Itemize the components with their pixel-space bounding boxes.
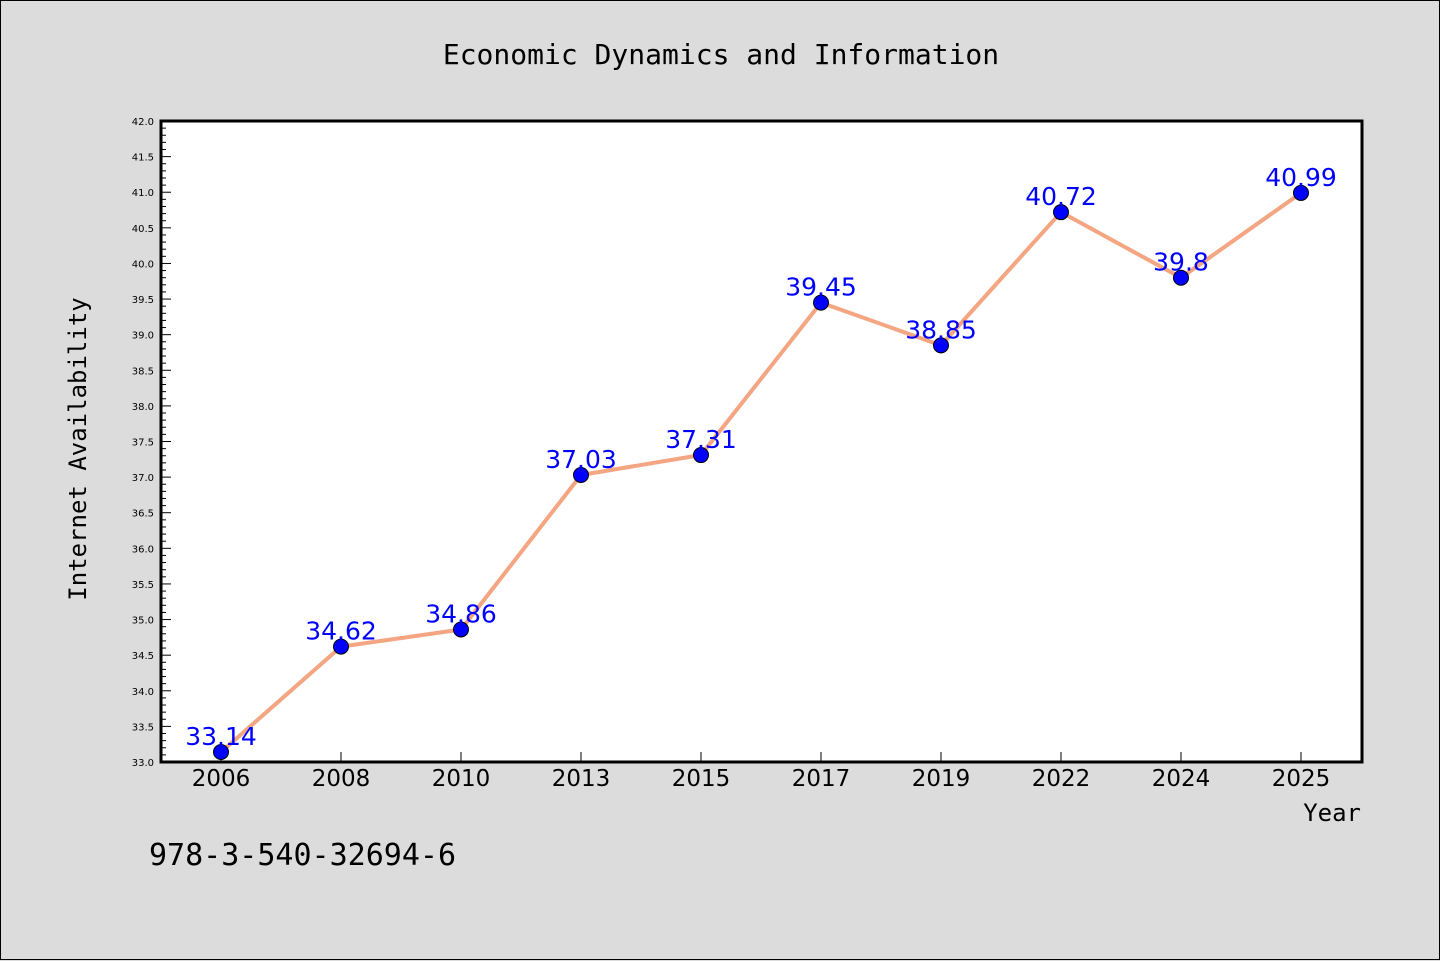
x-tick-label: 2019 [912,766,971,792]
x-tick-label: 2013 [552,766,611,792]
data-label: 37.03 [545,445,617,474]
data-label: 40.99 [1265,163,1337,192]
x-axis-label: Year [1303,799,1361,827]
y-tick-label: 38.5 [132,366,154,377]
data-point [1053,204,1069,221]
data-point [1293,184,1309,201]
y-tick-label: 42.0 [132,117,154,128]
y-axis-label: Internet Availability [64,297,92,600]
data-point [933,337,949,354]
x-tick-label: 2008 [312,766,371,792]
x-axis-ticks: 2006 2008 2010 2013 2015 2017 2019 2022 2024 2025 [192,752,1331,792]
y-axis-ticks: 33.0 33.5 34.0 34.5 35.0 35.5 36.0 36.5 37.0 37.5… [132,117,171,769]
x-tick-label: 2024 [1152,766,1211,792]
x-tick-label: 2010 [432,766,491,792]
y-tick-label: 35.0 [132,616,154,627]
data-label: 39.8 [1153,248,1209,277]
x-tick-label: 2006 [192,766,251,792]
data-label: 37.31 [665,425,737,454]
data-label: 34.86 [425,600,497,629]
y-tick-label: 41.5 [132,153,154,164]
data-point [813,294,829,311]
x-tick-label: 2017 [792,766,851,792]
data-point [333,638,349,655]
y-tick-label: 33.0 [132,758,154,769]
y-tick-label: 34.0 [132,687,154,698]
y-tick-label: 36.5 [132,509,154,520]
series-layer: 33.14 34.62 34.86 37.03 37.31 39.45 38.85 40.72… [185,163,1337,761]
x-tick-label: 2022 [1032,766,1091,792]
y-tick-label: 35.5 [132,580,154,591]
data-label: 40.72 [1025,182,1097,211]
data-point [573,466,589,483]
x-tick-label: 2015 [672,766,731,792]
data-label: 33.14 [185,722,257,751]
y-tick-label: 39.5 [132,295,154,306]
data-point [453,621,469,638]
data-point [1173,269,1189,286]
data-point [213,744,229,761]
y-tick-label: 40.0 [132,259,154,270]
chart-title: Economic Dynamics and Information [443,38,999,71]
x-tick-label: 2025 [1272,766,1331,792]
y-tick-label: 37.0 [132,473,154,484]
y-tick-label: 36.0 [132,544,154,555]
y-tick-label: 37.5 [132,438,154,449]
data-label: 39.45 [785,273,857,302]
y-tick-label: 39.0 [132,331,154,342]
y-tick-label: 38.0 [132,402,154,413]
data-label: 38.85 [905,315,977,344]
series-line [219,190,1303,755]
y-tick-label: 41.0 [132,188,154,199]
y-tick-label: 33.5 [132,722,154,733]
y-tick-label: 40.5 [132,224,154,235]
isbn-text: 978-3-540-32694-6 [149,838,456,873]
data-label: 34.62 [305,617,377,646]
plot-area [159,119,1364,764]
y-tick-label: 34.5 [132,651,154,662]
data-point [693,447,709,464]
